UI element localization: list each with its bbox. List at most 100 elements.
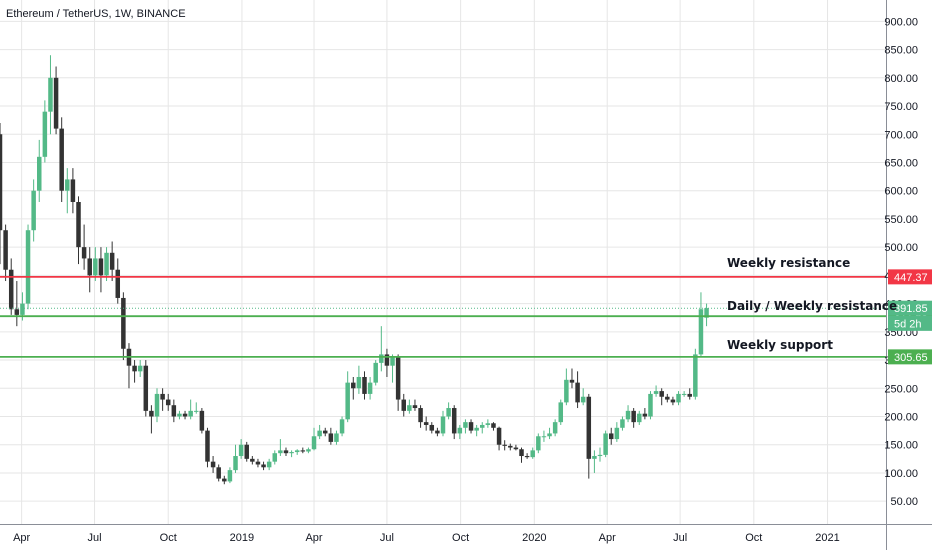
candle: [289, 450, 294, 458]
candle-body: [199, 410, 205, 431]
x-tick-label: 2021: [815, 532, 839, 544]
candle: [37, 139, 42, 202]
annotation-label: Daily / Weekly resistance: [727, 299, 897, 313]
candle-body: [480, 424, 485, 428]
candle: [631, 408, 636, 428]
candle: [31, 179, 36, 242]
candle: [294, 449, 300, 455]
candle: [0, 122, 3, 265]
candle-body: [227, 470, 233, 482]
candle: [367, 376, 373, 400]
candle-body: [210, 461, 216, 468]
candle: [76, 196, 81, 265]
candle: [541, 430, 547, 442]
candle-body: [115, 269, 121, 298]
candle-body: [322, 430, 328, 434]
candle: [390, 354, 395, 383]
countdown-label: 5d 2h: [894, 318, 922, 330]
candle-body: [558, 402, 564, 423]
candle-body: [502, 444, 507, 446]
candle: [216, 464, 221, 482]
candle-body: [608, 433, 614, 440]
candle: [93, 247, 98, 282]
candle-body: [165, 399, 171, 406]
candle-body: [670, 399, 676, 403]
candle: [177, 410, 182, 420]
candle: [171, 399, 177, 423]
candle-body: [367, 382, 373, 394]
candle: [440, 410, 446, 437]
candle-body: [508, 445, 513, 448]
candle-body: [395, 357, 401, 400]
candle: [451, 405, 457, 440]
candle: [485, 419, 491, 428]
y-tick-label: 650.00: [884, 157, 918, 169]
candle: [491, 422, 496, 431]
candle-body: [592, 456, 597, 459]
candle: [513, 444, 519, 451]
candle-body: [698, 309, 704, 355]
candle: [194, 402, 199, 414]
candle: [373, 360, 378, 386]
candle: [59, 117, 64, 202]
candle-body: [272, 453, 278, 462]
candle-body: [48, 77, 53, 112]
candle: [165, 393, 171, 411]
level-price-box: [888, 349, 932, 365]
candle-body: [87, 258, 92, 276]
candle-body: [429, 424, 435, 431]
candle: [132, 360, 137, 383]
candle-body: [620, 419, 625, 428]
candle-body: [65, 179, 70, 191]
candle-body: [491, 423, 496, 428]
candle-body: [93, 258, 98, 276]
candle-body: [121, 297, 126, 349]
candle-body: [143, 365, 149, 411]
candle-body: [171, 405, 177, 417]
candle: [407, 399, 412, 414]
candle: [435, 427, 440, 437]
candle: [356, 365, 362, 394]
candle-body: [362, 376, 367, 394]
candle: [70, 168, 76, 214]
candle: [199, 408, 205, 434]
candle: [597, 447, 603, 462]
candle: [109, 241, 115, 282]
candle-body: [407, 405, 412, 411]
candle-body: [676, 393, 681, 403]
candle-body: [530, 450, 535, 458]
candle-body: [222, 478, 227, 482]
candle: [42, 100, 48, 163]
candle-body: [642, 413, 648, 417]
candle: [210, 456, 216, 473]
candle-body: [631, 410, 636, 423]
candle: [160, 388, 165, 411]
candle: [474, 424, 479, 437]
candle: [14, 281, 20, 327]
candle-body: [109, 252, 115, 270]
candle: [8, 258, 14, 315]
candle-body: [278, 450, 283, 454]
candle: [266, 458, 272, 471]
candle: [586, 393, 592, 479]
y-tick-label: 600.00: [884, 186, 918, 198]
x-tick-label: Apr: [13, 532, 30, 544]
candle-body: [154, 393, 160, 417]
candle: [244, 441, 249, 462]
candle-body: [653, 391, 659, 394]
candle-body: [20, 303, 25, 315]
candle-body: [384, 354, 390, 366]
candle-body: [485, 423, 491, 425]
candle: [536, 433, 541, 454]
y-tick-label: 500.00: [884, 242, 918, 254]
candle: [603, 430, 608, 458]
y-tick-label: 900.00: [884, 16, 918, 28]
candle-body: [216, 467, 221, 479]
candle-body: [552, 422, 558, 434]
candle: [676, 391, 681, 406]
candle: [558, 399, 564, 425]
candle-body: [255, 461, 261, 465]
candle-body: [0, 134, 3, 231]
y-tick-label: 700.00: [884, 129, 918, 141]
